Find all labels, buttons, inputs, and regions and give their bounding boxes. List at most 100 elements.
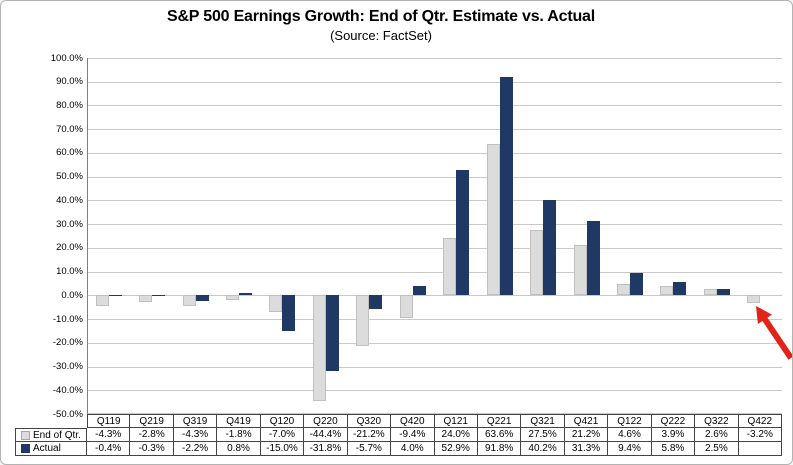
bar-actual-q122 — [629, 273, 643, 296]
table-value-cell: -31.8% — [304, 442, 348, 456]
table-value-cell: -7.0% — [260, 428, 305, 442]
table-value-cell: 52.9% — [434, 442, 478, 456]
table-value-cell: 0.8% — [217, 442, 261, 456]
table-header-cell: Q121 — [434, 414, 478, 428]
chart-subtitle: (Source: FactSet) — [330, 28, 432, 43]
bar-end-of-qtr-q122 — [616, 284, 630, 296]
bar-end-of-qtr-q222 — [660, 286, 674, 296]
table-header-cell: Q421 — [564, 414, 609, 428]
table-header-cell: Q319 — [173, 414, 218, 428]
gridline — [87, 81, 782, 83]
table-value-cell: 24.0% — [434, 428, 478, 442]
table-value-cell: -2.8% — [130, 428, 174, 442]
legend-label: End of Qtr. — [33, 429, 81, 441]
table-value-cell: 4.0% — [391, 442, 435, 456]
y-tick-label: 30.0% — [56, 218, 83, 230]
table-value-cell: 5.8% — [651, 442, 696, 456]
bar-end-of-qtr-q322 — [703, 289, 717, 296]
table-value-cell: 2.5% — [695, 442, 739, 456]
table-row-label: Actual — [15, 442, 87, 456]
table-value-cell: 63.6% — [477, 428, 522, 442]
table-value-cell: 40.2% — [521, 442, 565, 456]
bar-actual-q419 — [239, 293, 253, 296]
plot-area — [87, 58, 782, 414]
bar-end-of-qtr-q321 — [530, 230, 544, 296]
legend-label: Actual — [33, 443, 61, 454]
table-value-cell: -21.2% — [347, 428, 392, 442]
gridline — [87, 342, 782, 344]
gridline — [87, 58, 782, 59]
table-row-label: End of Qtr. — [15, 428, 87, 442]
bar-actual-q119 — [108, 295, 122, 297]
bar-end-of-qtr-q220 — [312, 295, 326, 401]
y-tick-label: -20.0% — [52, 337, 83, 349]
table-header-cell: Q322 — [695, 414, 739, 428]
bar-actual-q319 — [195, 295, 209, 301]
table-value-cell: -5.7% — [347, 442, 392, 456]
table-corner — [15, 414, 87, 428]
gridline — [87, 200, 782, 202]
legend-swatch-icon — [21, 444, 30, 453]
y-tick-label: 100.0% — [50, 52, 83, 64]
bar-end-of-qtr-q221 — [486, 144, 500, 296]
y-tick-label: -10.0% — [52, 313, 83, 325]
gridline — [87, 129, 782, 131]
bar-actual-q219 — [152, 295, 166, 297]
gridline — [87, 176, 782, 178]
bar-end-of-qtr-q119 — [95, 295, 109, 306]
bar-actual-q421 — [586, 221, 600, 296]
table-header-cell: Q320 — [347, 414, 392, 428]
bar-actual-q221 — [499, 77, 513, 296]
bar-end-of-qtr-q420 — [399, 295, 413, 318]
table-value-cell: -3.2% — [738, 428, 782, 442]
bar-actual-q321 — [543, 199, 557, 296]
legend-swatch-icon — [21, 430, 30, 440]
table-value-cell: 31.3% — [564, 442, 609, 456]
gridline — [87, 152, 782, 154]
y-tick-label: 20.0% — [56, 242, 83, 254]
y-tick-label: -50.0% — [52, 408, 83, 420]
table-header-cell: Q120 — [260, 414, 305, 428]
gridline — [87, 247, 782, 249]
data-table: Q119 Q219 Q319 Q419 Q120 Q220 Q320 Q420 Q121 Q221… — [15, 414, 782, 456]
gridline — [87, 390, 782, 392]
table-value-cell: 91.8% — [477, 442, 522, 456]
table-value-cell: -4.3% — [173, 428, 218, 442]
y-tick-label: 0.0% — [61, 289, 83, 301]
table-header-cell: Q119 — [87, 414, 131, 428]
bar-end-of-qtr-q419 — [226, 295, 240, 300]
y-tick-label: 60.0% — [56, 147, 83, 159]
bar-actual-q120 — [282, 295, 296, 331]
gridline — [87, 413, 782, 414]
bar-actual-q320 — [369, 295, 383, 309]
table-value-cell: -4.3% — [87, 428, 131, 442]
bar-end-of-qtr-q422 — [747, 295, 761, 303]
table-header-cell: Q422 — [738, 414, 782, 428]
y-tick-label: 70.0% — [56, 123, 83, 135]
bar-actual-q420 — [412, 285, 426, 296]
gridline — [87, 366, 782, 368]
gridline — [87, 295, 782, 297]
bar-actual-q121 — [456, 169, 470, 296]
table-header-cell: Q220 — [304, 414, 348, 428]
table-value-cell: -0.3% — [130, 442, 174, 456]
y-tick-label: 80.0% — [56, 99, 83, 111]
bar-end-of-qtr-q120 — [269, 295, 283, 312]
table-header-cell: Q222 — [651, 414, 696, 428]
y-tick-label: -40.0% — [52, 384, 83, 396]
gridline — [87, 271, 782, 273]
gridline — [87, 105, 782, 107]
table-value-cell: 4.6% — [608, 428, 652, 442]
y-tick-label: 50.0% — [56, 171, 83, 183]
chart-title: S&P 500 Earnings Growth: End of Qtr. Est… — [166, 8, 596, 25]
bar-actual-q222 — [673, 281, 687, 296]
table-value-cell: -15.0% — [260, 442, 305, 456]
table-value-cell — [738, 442, 782, 456]
table-value-cell: -44.4% — [304, 428, 348, 442]
y-tick-label: 90.0% — [56, 76, 83, 88]
gridline — [87, 224, 782, 226]
table-value-cell: -9.4% — [391, 428, 435, 442]
y-tick-label: 40.0% — [56, 194, 83, 206]
gridline — [87, 319, 782, 321]
